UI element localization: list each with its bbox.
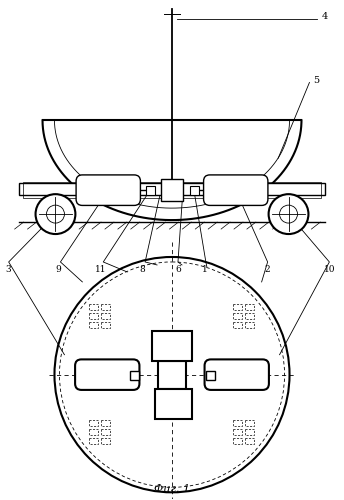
Bar [19,183,325,195]
Bar [245,420,254,426]
Bar [233,314,242,320]
FancyBboxPatch shape [204,175,268,206]
Bar [245,314,254,320]
Bar [233,304,242,310]
Bar [146,186,155,195]
Bar [233,429,242,435]
Circle shape [46,205,64,223]
Bar [89,429,98,435]
FancyBboxPatch shape [205,360,269,390]
Bar [155,388,192,418]
Bar [89,304,98,310]
Circle shape [54,257,290,492]
Bar [245,304,254,310]
Text: Фиг. 1: Фиг. 1 [154,484,190,494]
Bar [233,420,242,426]
Text: 11: 11 [95,266,106,274]
Text: 6: 6 [175,266,181,274]
Bar [101,314,110,320]
Bar [245,322,254,328]
FancyBboxPatch shape [75,360,139,390]
Bar [152,331,192,360]
Text: 5: 5 [313,76,320,85]
Bar [206,370,215,380]
Bar [245,429,254,435]
Bar [101,304,110,310]
Bar [190,186,199,195]
Circle shape [269,194,309,234]
Bar [158,360,186,388]
Bar [23,182,321,198]
Text: 9: 9 [56,266,61,274]
Bar [101,429,110,435]
Text: 3: 3 [6,266,11,274]
Text: 2: 2 [265,266,270,274]
Bar [130,370,139,380]
Circle shape [35,194,75,234]
Bar [233,322,242,328]
Bar [245,438,254,444]
Bar [89,314,98,320]
Bar [161,179,183,201]
Text: 8: 8 [139,266,145,274]
Text: 4: 4 [321,12,327,21]
Bar [89,438,98,444]
Text: 1: 1 [202,266,208,274]
Bar [101,322,110,328]
Bar [89,420,98,426]
FancyBboxPatch shape [76,175,140,206]
Text: 10: 10 [324,266,335,274]
Bar [101,438,110,444]
Bar [101,420,110,426]
Bar [89,322,98,328]
Circle shape [280,205,298,223]
Bar [233,438,242,444]
